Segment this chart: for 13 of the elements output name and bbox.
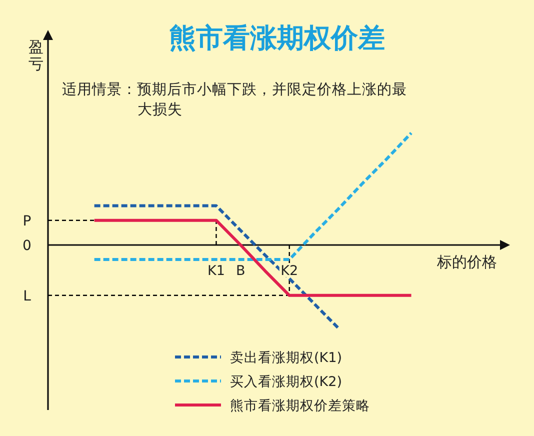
text: 0 [22,238,32,254]
y-axis-title: 盈亏 [28,38,44,73]
x-tick-label: K2 [280,263,298,279]
text: 适用情景：预期后市小幅下跌，并限定价格上涨的最大损失 [62,80,408,120]
x-axis-title: 标的价格 [436,253,497,271]
chart-title: 熊市看涨期权价差 [169,23,385,54]
legend-label: 买入看涨期权(K2) [230,374,342,390]
legend-label: 卖出看涨期权(K1) [230,350,342,366]
x-tick-label: K1 [207,263,225,279]
legend-label: 熊市看涨期权价差策略 [230,398,370,414]
ref-line-label: P [22,213,32,230]
ref-line-label: L [23,288,32,304]
x-tick-label: B [236,263,246,279]
